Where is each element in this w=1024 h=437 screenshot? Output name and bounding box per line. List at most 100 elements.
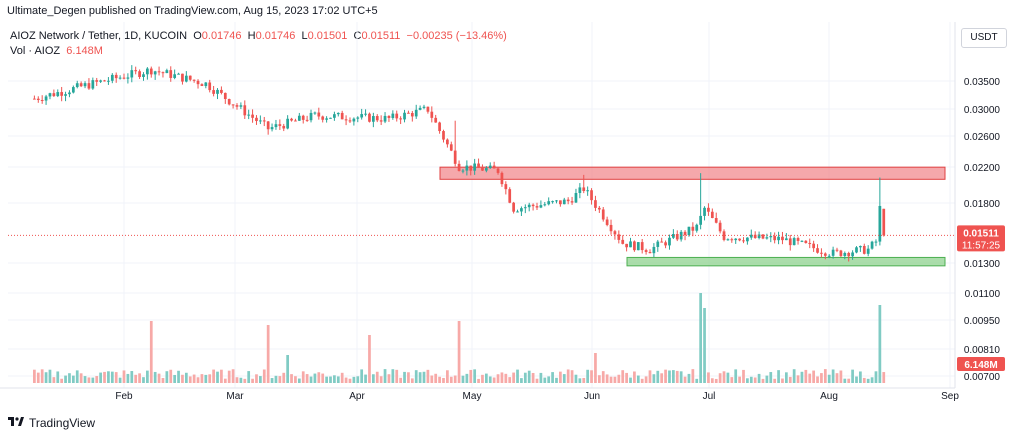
volume-bar [870,377,874,383]
low-value: 0.01501 [307,30,348,42]
tradingview-brand[interactable]: TradingView [29,416,96,430]
currency-button[interactable]: USDT [961,28,1007,48]
low-label: L [301,30,308,42]
volume-bar [286,355,290,383]
candle-body [333,114,336,118]
candle-body [718,222,722,232]
symbol-title[interactable]: AIOZ Network / Tether, 1D, KUCOIN [10,30,188,42]
candle-body [761,234,765,239]
candle-body [286,118,290,129]
volume-bar [251,378,254,383]
candle-body [570,201,574,203]
candle-body [87,83,91,89]
volume-bar [99,372,102,383]
candle-body [656,241,660,247]
volume-bar [235,377,239,383]
volume-bar [527,370,531,383]
volume-bar [301,371,305,383]
candle-body [574,192,578,203]
candle-body [118,77,122,79]
candle-body [56,92,60,97]
volume-bar [477,378,480,383]
volume-bar [239,377,243,383]
volume-bar [633,371,636,383]
candle-body [714,217,718,223]
volume-bar [297,378,301,383]
candle-body [173,74,177,78]
candle-body [192,79,196,81]
volume-bar [329,376,332,383]
candle-body [383,115,387,122]
volume-bar [79,373,83,383]
price-tick-label: 0.01800 [964,199,1001,210]
change-value: −0.00235 (−13.46%) [406,30,507,42]
volume-bar [87,377,91,383]
candle-body [625,243,628,248]
price-tick-label: 0.00950 [964,316,1001,327]
volume-bar [672,370,675,383]
volume-bar [823,369,827,383]
volume-bar [309,376,313,383]
volume-bar [52,377,56,383]
candle-body [578,187,582,193]
volume-bar [465,373,469,383]
candle-body [730,239,734,241]
candle-body [103,80,106,82]
candle-body [687,226,691,236]
volume-bar [520,378,523,383]
candle-body [220,89,223,93]
candle-body [33,98,36,100]
candle-body [274,124,278,128]
volume-bar [192,374,196,383]
candle-body [235,105,239,107]
volume-bar [146,370,149,383]
volume-bar [348,378,352,383]
candle-body [816,248,819,253]
volume-bar [668,370,671,383]
volume-bar [539,372,543,383]
tradingview-logo-icon [8,417,24,426]
candle-body [547,201,551,205]
volume-bar [500,372,504,383]
candle-body [414,109,418,117]
volume-bar [259,376,262,383]
candle-body [679,231,683,240]
volume-bar [866,378,870,383]
candle-body [613,231,617,235]
volume-bar [660,373,664,383]
candle-body [636,242,640,251]
volume-bar [294,376,297,383]
volume-bar [753,377,757,383]
volume-bar [103,371,106,383]
candle-body [453,150,457,164]
volume-bar [138,373,141,383]
volume-bar [473,369,477,383]
candle-body [227,99,231,105]
candle-body [512,202,515,212]
volume-label[interactable]: Vol · AIOZ [10,45,61,57]
time-tick-label: Sep [941,391,959,402]
volume-bar [718,373,722,383]
volume-bar [812,370,815,383]
countdown-label: 11:57:25 [962,240,1001,251]
volume-bar [371,374,375,383]
volume-bar [496,374,500,383]
volume-bar [652,374,656,383]
candle-body [594,200,597,208]
volume-bar [91,377,95,383]
volume-bar [336,376,340,383]
volume-bar [387,374,391,383]
candle-body [660,241,664,243]
volume-bar [621,370,625,383]
volume-bar [543,377,547,383]
volume-bar [270,378,274,383]
candle-body [371,116,375,122]
candle-body [773,236,777,241]
candle-body [181,73,184,82]
high-value: 0.01746 [255,30,296,42]
volume-bar [317,372,321,383]
candle-body [407,112,410,114]
volume-bar [481,374,484,383]
candle-body [851,252,854,257]
